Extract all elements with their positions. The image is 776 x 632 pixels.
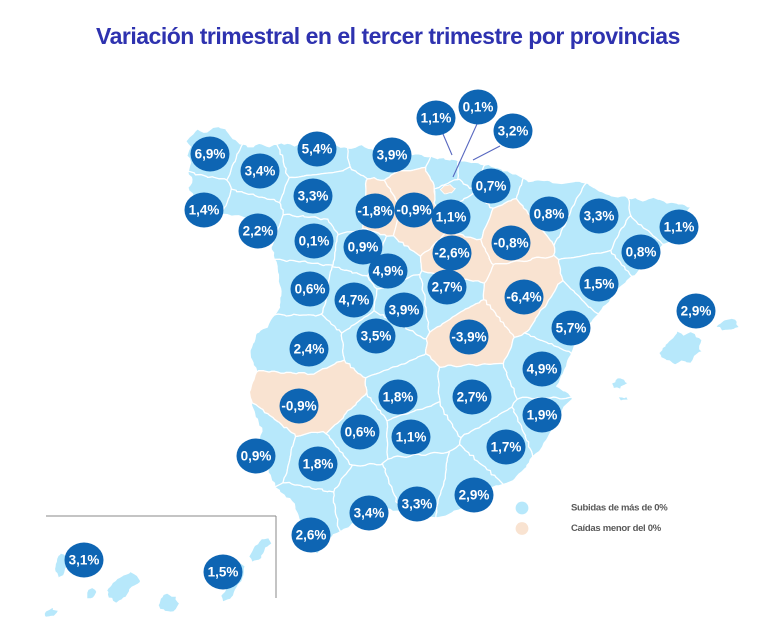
svg-text:1,8%: 1,8% [303, 457, 334, 472]
svg-text:0,9%: 0,9% [348, 240, 379, 255]
svg-text:Subidas de más de 0%: Subidas de más de 0% [571, 503, 668, 514]
svg-text:0,6%: 0,6% [345, 425, 376, 440]
svg-text:1,5%: 1,5% [208, 565, 239, 580]
svg-text:3,3%: 3,3% [584, 209, 615, 224]
svg-text:1,4%: 1,4% [189, 203, 220, 218]
svg-text:0,7%: 0,7% [476, 179, 507, 194]
svg-text:4,7%: 4,7% [339, 293, 370, 308]
svg-text:6,9%: 6,9% [195, 147, 226, 162]
svg-text:-3,9%: -3,9% [451, 330, 486, 345]
svg-text:-0,9%: -0,9% [396, 203, 431, 218]
svg-text:0,8%: 0,8% [534, 207, 565, 222]
svg-text:Caídas menor del 0%: Caídas menor del 0% [571, 523, 662, 534]
svg-text:0,1%: 0,1% [463, 100, 494, 115]
svg-text:4,9%: 4,9% [373, 264, 404, 279]
svg-text:0,8%: 0,8% [626, 245, 657, 260]
svg-text:1,1%: 1,1% [396, 430, 427, 445]
svg-text:3,9%: 3,9% [377, 148, 408, 163]
svg-text:3,3%: 3,3% [402, 497, 433, 512]
svg-text:-1,8%: -1,8% [357, 204, 392, 219]
svg-text:2,4%: 2,4% [294, 342, 325, 357]
svg-text:-0,9%: -0,9% [281, 399, 316, 414]
svg-text:3,4%: 3,4% [354, 506, 385, 521]
svg-text:3,5%: 3,5% [361, 329, 392, 344]
svg-text:4,9%: 4,9% [527, 362, 558, 377]
svg-text:2,9%: 2,9% [459, 488, 490, 503]
svg-text:1,7%: 1,7% [491, 440, 522, 455]
svg-text:3,1%: 3,1% [69, 553, 100, 568]
svg-text:1,1%: 1,1% [436, 210, 467, 225]
svg-text:1,9%: 1,9% [527, 408, 558, 423]
svg-text:2,7%: 2,7% [457, 390, 488, 405]
svg-text:2,7%: 2,7% [432, 280, 463, 295]
svg-text:1,1%: 1,1% [421, 111, 452, 126]
svg-text:2,6%: 2,6% [296, 528, 327, 543]
svg-text:-2,6%: -2,6% [434, 246, 469, 261]
svg-text:0,1%: 0,1% [299, 234, 330, 249]
svg-text:3,3%: 3,3% [298, 189, 329, 204]
svg-text:3,2%: 3,2% [498, 124, 529, 139]
svg-text:1,1%: 1,1% [664, 220, 695, 235]
svg-text:5,4%: 5,4% [302, 142, 333, 157]
svg-text:1,5%: 1,5% [584, 277, 615, 292]
svg-text:0,9%: 0,9% [241, 449, 272, 464]
svg-text:0,6%: 0,6% [295, 282, 326, 297]
svg-text:-0,8%: -0,8% [493, 236, 528, 251]
svg-text:3,9%: 3,9% [389, 303, 420, 318]
svg-text:2,2%: 2,2% [243, 224, 274, 239]
svg-text:-6,4%: -6,4% [506, 290, 541, 305]
svg-text:1,8%: 1,8% [383, 390, 414, 405]
svg-text:2,9%: 2,9% [681, 304, 712, 319]
svg-text:5,7%: 5,7% [556, 321, 587, 336]
svg-text:3,4%: 3,4% [245, 164, 276, 179]
